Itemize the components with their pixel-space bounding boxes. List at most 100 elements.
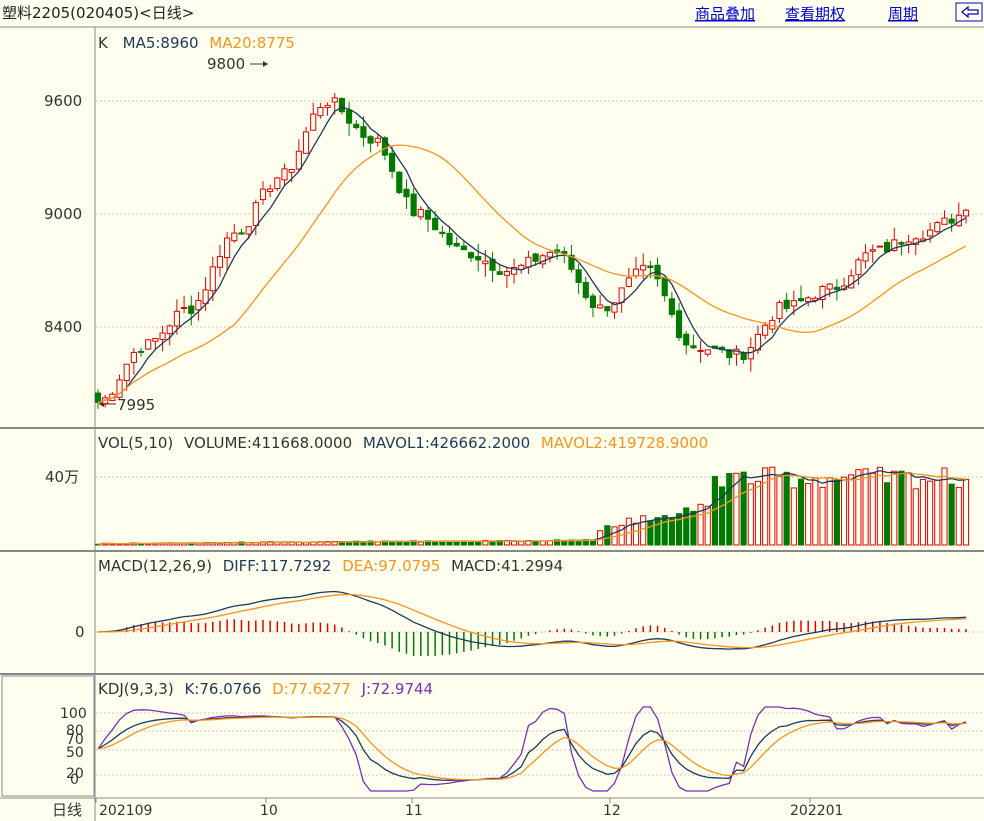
candle-body <box>424 210 432 220</box>
candle-body <box>130 351 137 363</box>
x-tick-202109: 202109 <box>99 803 152 819</box>
candle-body <box>331 97 338 103</box>
volume-bar <box>439 541 446 546</box>
candle-body <box>546 251 554 258</box>
price-tick-9000: 9000 <box>44 205 82 223</box>
volume-bar <box>625 517 632 546</box>
chart-title: 塑料2205(020405)<日线> <box>2 4 194 22</box>
kdj-selector-box[interactable] <box>1 675 95 797</box>
candle-body <box>948 218 955 224</box>
volume-bar <box>482 539 489 546</box>
volume-bar <box>754 480 762 546</box>
volume-bar <box>510 540 518 546</box>
candle-body <box>396 171 403 193</box>
diff-label: DIFF:117.7292 <box>223 557 332 575</box>
kdj-tick-100: 100 <box>60 706 87 722</box>
volume-bar <box>934 479 941 546</box>
candle-body <box>137 350 145 353</box>
candle-body <box>632 268 640 277</box>
view-options-link[interactable]: 查看期权 <box>785 5 845 23</box>
candle-body <box>288 169 295 173</box>
candle-body <box>389 152 396 172</box>
candle-body <box>252 202 259 227</box>
candle-body <box>790 300 797 307</box>
volume-bar <box>747 483 754 546</box>
volume-bar <box>812 477 819 546</box>
candle-body <box>697 349 704 352</box>
product-overlay-link[interactable]: 商品叠加 <box>695 5 755 23</box>
kdj-j-line <box>97 706 967 792</box>
volume-bar <box>955 486 962 546</box>
volume-bar <box>640 515 647 546</box>
candle-body <box>611 302 618 313</box>
volume-bar <box>668 517 675 546</box>
volume-tick: 40万 <box>45 468 79 486</box>
candle-body <box>224 237 231 259</box>
candle-body <box>941 217 948 225</box>
j-label: J:72.9744 <box>361 680 434 698</box>
high-annotation: 9800 <box>207 55 268 73</box>
volume-bar <box>912 488 919 546</box>
volume-bar <box>367 540 374 546</box>
candle-body <box>317 106 324 117</box>
kdj-tick-0: 0 <box>70 772 79 788</box>
candle-body <box>783 299 790 309</box>
volume-bar <box>776 476 783 546</box>
volume-bar <box>675 513 683 546</box>
candle-body <box>891 239 898 252</box>
volume-bar <box>884 482 891 546</box>
x-tick-202201: 202201 <box>790 803 843 819</box>
volume-bar <box>876 466 883 546</box>
candle-body <box>675 310 683 339</box>
candle-body <box>367 136 374 144</box>
kdj-tick-80: 80 <box>66 723 84 739</box>
volume-bar <box>719 486 726 546</box>
candle-body <box>726 349 733 359</box>
x-tick-12: 12 <box>603 803 621 819</box>
x-tick-11: 11 <box>405 803 423 819</box>
volume-bar <box>826 477 833 546</box>
candle-body <box>439 231 446 235</box>
candle-body <box>181 306 188 309</box>
candle-body <box>238 232 245 235</box>
candle-body <box>145 339 152 350</box>
candle-body <box>826 283 833 290</box>
low-annotation-text: 7995 <box>117 396 155 414</box>
candle-body <box>345 109 353 124</box>
ma5-label: MA5:8960 <box>123 34 199 52</box>
back-arrow-icon[interactable] <box>955 2 983 22</box>
candle-body <box>575 269 582 283</box>
candle-body <box>166 325 173 335</box>
candle-body <box>525 256 532 268</box>
candle-body <box>704 349 711 355</box>
volume-bar <box>726 473 733 546</box>
volume-bar <box>654 517 661 546</box>
period-link[interactable]: 周期 <box>888 5 918 23</box>
candle-body <box>259 188 267 201</box>
kdj-title: KDJ(9,3,3) <box>98 680 174 698</box>
candle-body <box>267 188 274 193</box>
volume-bar <box>869 472 876 546</box>
volume-bar <box>661 515 668 546</box>
candle-body <box>561 251 568 254</box>
candle-body <box>618 287 625 303</box>
candle-body <box>532 253 539 262</box>
kdj-legend: KDJ(9,3,3) K:76.0766 D:77.6277 J:72.9744 <box>98 680 433 698</box>
volume-bar <box>941 467 948 546</box>
kline-label: K <box>98 34 109 52</box>
volume-bar <box>589 540 597 546</box>
candle-body <box>453 242 460 247</box>
volume-bar <box>848 474 855 546</box>
candlestick-series <box>94 92 970 409</box>
ma20-label: MA20:8775 <box>209 34 295 52</box>
candle-body <box>152 338 159 342</box>
candle-body <box>467 252 475 259</box>
candle-body <box>962 209 970 217</box>
volume-bar <box>833 479 840 546</box>
candle-body <box>647 265 654 269</box>
high-annotation-text: 9800 <box>207 55 245 73</box>
candle-body <box>116 379 123 398</box>
candle-body <box>797 298 805 302</box>
volume-bar <box>704 505 711 546</box>
candle-body <box>876 245 883 248</box>
